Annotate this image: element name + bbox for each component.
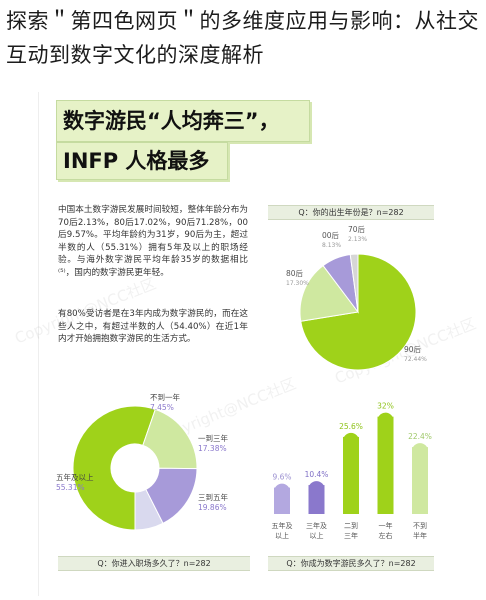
- slice-label: 70后: [348, 224, 366, 234]
- bar-category-label: 一年: [379, 521, 393, 530]
- donut-slice: [134, 488, 164, 531]
- slice-label: 五年及以上: [56, 472, 94, 482]
- bar-category-label: 五年及: [272, 521, 293, 530]
- question-bar-birth-year: Q：你的出生年份是？n=282: [268, 205, 434, 220]
- question-bar-nomad-years: Q：你成为数字游民多久了？n=282: [268, 556, 434, 571]
- slice-label: 90后: [404, 344, 422, 354]
- page-title: 探索＂第四色网页＂的多维度应用与影响：从社交互动到数字文化的深度解析: [6, 9, 479, 67]
- slice-value-label: 72.44%: [404, 356, 427, 363]
- bar-cap: [412, 443, 428, 460]
- slice-value-label: 7.45%: [150, 403, 174, 412]
- bar: [412, 447, 428, 514]
- bar-cap: [308, 481, 325, 498]
- slice-value-label: 17.30%: [286, 280, 309, 287]
- slice-label: 00后: [322, 230, 340, 240]
- headline-1: 数字游民“人均奔三”，: [56, 100, 310, 142]
- bar-cap: [377, 412, 394, 429]
- bar-value-label: 32%: [377, 402, 394, 411]
- slice-label: 一到三年: [198, 433, 228, 443]
- bar-cap: [274, 483, 290, 500]
- bar-value-label: 22.4%: [408, 432, 432, 441]
- bar-value-label: 10.4%: [305, 470, 329, 479]
- bar: [377, 416, 394, 514]
- bar: [343, 436, 359, 514]
- bar-category-label: 以上: [275, 531, 289, 540]
- slice-value-label: 2.13%: [348, 236, 367, 243]
- headline-2: INFP 人格最多: [56, 142, 228, 180]
- bar-value-label: 25.6%: [339, 422, 363, 431]
- pie-slice: [349, 253, 359, 313]
- bar-category-label: 左右: [379, 531, 393, 540]
- slice-value-label: 19.86%: [198, 503, 227, 512]
- bar-category-label: 三年: [344, 531, 358, 540]
- paragraph-1: 中国本土数字游民发展时间较短，整体年龄分布为70后2.13%，80后17.02%…: [58, 205, 248, 278]
- pie-slice: [299, 264, 359, 322]
- slice-label: 不到一年: [150, 392, 180, 402]
- bar-category-label: 以上: [310, 531, 324, 540]
- slice-value-label: 8.13%: [322, 242, 341, 249]
- bar-category-label: 三年及: [306, 521, 327, 530]
- slice-value-label: 17.38%: [198, 444, 227, 453]
- question-bar-work-years: Q：你进入职场多久了？n=282: [58, 556, 250, 571]
- bar-category-label: 二到: [344, 522, 358, 530]
- bar-cap: [343, 432, 359, 449]
- paragraph-2: 有80%受访者是在3年内成为数字游民的，而在这些人之中，有超过半数的人（54.4…: [58, 309, 248, 345]
- slice-value-label: 55.31%: [56, 483, 85, 492]
- bar-category-label: 半年: [413, 531, 427, 540]
- bar-value-label: 9.6%: [272, 473, 291, 482]
- slice-label: 80后: [286, 268, 304, 278]
- slice-label: 三到五年: [198, 492, 228, 502]
- bar-category-label: 不到: [413, 522, 427, 530]
